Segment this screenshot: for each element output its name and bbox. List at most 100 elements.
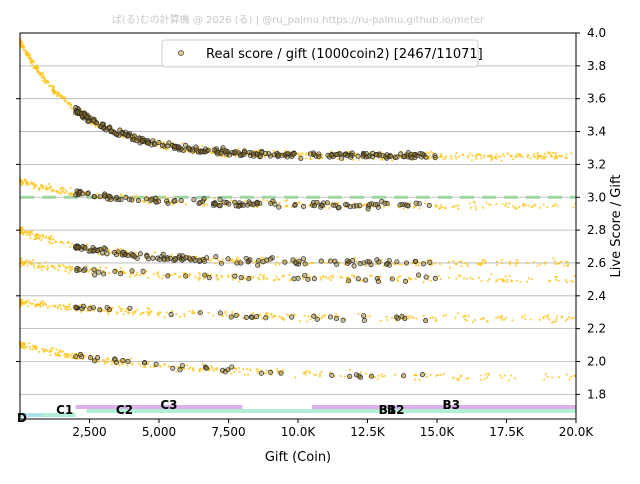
data-point [326,261,329,265]
data-point [527,153,530,156]
data-point [558,154,561,157]
data-point-real [267,369,273,375]
data-point [430,264,433,267]
data-point [399,275,402,278]
data-point [349,368,352,371]
data-point [58,191,61,194]
legend-label: Real score / gift (1000coin2) [2467/1107… [206,47,483,62]
data-point-real [102,191,108,197]
data-point-real [157,256,163,263]
data-point [25,259,28,262]
data-point-real [76,189,83,195]
data-point-real [251,153,257,159]
data-point [117,305,120,308]
data-point-real [104,304,110,310]
data-point-real [432,155,438,161]
data-point [429,373,432,376]
data-point [429,317,432,320]
data-point [471,277,474,281]
data-point [457,207,460,211]
data-point [34,304,37,307]
data-point [512,204,515,208]
data-point [402,207,405,210]
data-point [54,353,57,357]
data-point [118,364,121,367]
data-point [60,96,63,99]
data-point [74,354,77,357]
data-point-real [386,262,392,268]
data-point [554,262,557,266]
data-point [379,275,382,279]
data-point-real [365,206,371,212]
data-point [400,263,404,266]
data-point-real [78,351,84,357]
data-point-real [181,256,187,262]
data-point [565,153,568,156]
rank-label: B1 [379,403,397,417]
data-point [142,311,145,314]
data-point-real [369,373,375,379]
data-point [57,264,61,267]
data-point [274,263,277,266]
data-point-real [307,151,314,157]
data-point [163,315,167,319]
data-point-real [155,198,162,204]
data-point [504,275,507,278]
data-point-real [399,201,405,208]
data-point [490,159,493,162]
data-point [262,274,265,277]
data-point [555,318,558,321]
data-point-real [153,361,159,367]
data-point [29,56,32,59]
data-point [29,262,33,265]
data-point [381,375,384,378]
data-point [37,188,41,192]
data-point [39,236,42,239]
data-point [479,374,482,377]
data-point [231,312,234,315]
data-point [233,314,237,317]
data-point-real [217,310,223,316]
data-point [20,228,24,232]
data-point [418,207,421,210]
data-point [321,156,324,160]
data-point [454,155,457,158]
data-point [529,318,532,321]
data-point [51,304,54,307]
data-point [156,274,159,277]
data-point-real [329,372,335,378]
data-point-real [402,278,409,284]
data-point [284,205,287,208]
data-point [162,363,166,366]
data-point-real [229,364,235,370]
data-point [43,78,46,81]
data-point [209,273,213,276]
data-point [441,206,444,209]
data-point [547,314,550,317]
data-point [153,251,157,254]
data-point [499,155,502,158]
data-point [117,249,120,252]
data-point [565,280,568,284]
data-point [365,372,368,375]
data-point [62,304,65,307]
y-tick-label: 3.0 [587,190,606,204]
data-point [545,155,548,158]
data-point-real [257,153,263,159]
data-point [566,318,569,321]
data-point [542,316,545,319]
data-point [212,314,215,317]
data-point [565,156,568,160]
data-point [331,274,334,277]
data-point [265,369,268,372]
data-point [146,306,149,310]
data-point [511,319,514,322]
data-point-real [197,310,203,316]
data-point [471,320,475,323]
data-point [507,379,510,382]
data-point [229,199,233,202]
data-point [353,256,357,259]
data-point [408,314,411,318]
data-point-real [282,259,288,265]
data-point [386,318,389,322]
